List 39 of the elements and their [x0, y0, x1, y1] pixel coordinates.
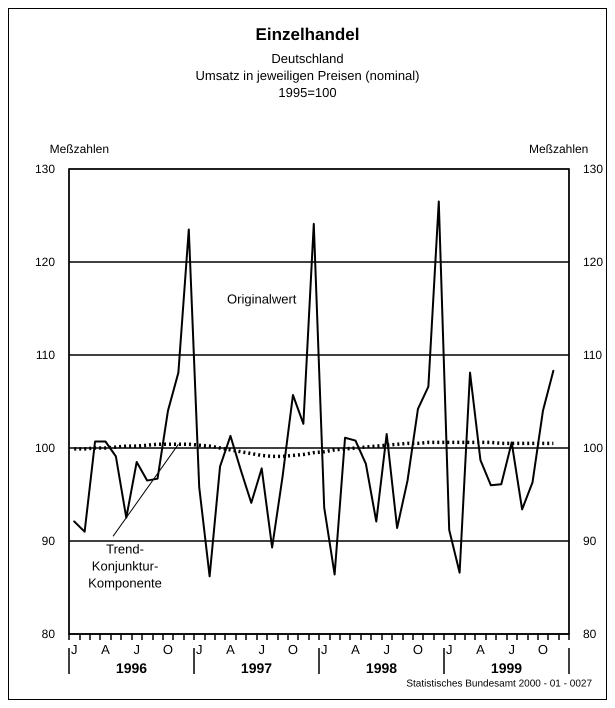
text: 1996 [116, 660, 148, 676]
y2-tick-label: 100 [582, 441, 604, 455]
y-tick-label: 80 [42, 627, 56, 641]
text: Statistisches Bundesamt 2000 - 01 - 0027 [406, 678, 592, 690]
x-tick-label: A [351, 642, 360, 657]
chart-title: Einzelhandel [256, 25, 360, 44]
x-tick-label: J [446, 642, 452, 657]
series-label: Originalwert [227, 292, 297, 307]
x-tick-label: J [196, 642, 202, 657]
x-tick-label: J [508, 642, 515, 657]
x-tick-label: J [133, 642, 140, 657]
chart-subtitle: Deutschland Umsatz in jeweiligen Preisen (nominal) 1995=100 [196, 51, 420, 100]
y2-tick-label: 90 [582, 534, 597, 548]
text: 1997 [240, 660, 272, 676]
y-tick-label: 100 [34, 441, 56, 455]
y-tick-label: 120 [34, 255, 56, 269]
x-tick-label: J [258, 642, 265, 657]
x-tick-label: A [226, 642, 236, 657]
y2-axis-title: Meßzahlen [528, 142, 588, 156]
x-tick-label: O [538, 642, 548, 657]
y-axis-title: Meßzahlen [50, 142, 109, 156]
y2-tick-label: 110 [582, 348, 602, 362]
y2-tick-label: 130 [582, 162, 604, 176]
y2-tick-label: 120 [582, 255, 604, 269]
x-tick-label: O [162, 642, 174, 657]
x-tick-label: A [476, 642, 486, 657]
x-tick-label: O [412, 642, 424, 657]
text: Trend- Konjunktur- Komponente [88, 541, 162, 590]
text: 1998 [366, 660, 398, 676]
x-tick-label: J [70, 642, 78, 657]
y-tick-label: 110 [36, 348, 56, 362]
x-tick-label: J [383, 642, 390, 657]
y2-tick-label: 80 [582, 627, 597, 641]
y-tick-label: 90 [42, 534, 56, 548]
x-tick-label: A [101, 642, 110, 657]
x-tick-label: J [320, 642, 328, 657]
y-tick-label: 130 [34, 162, 56, 176]
x-tick-label: O [288, 642, 298, 657]
text: 1999 [490, 660, 522, 676]
